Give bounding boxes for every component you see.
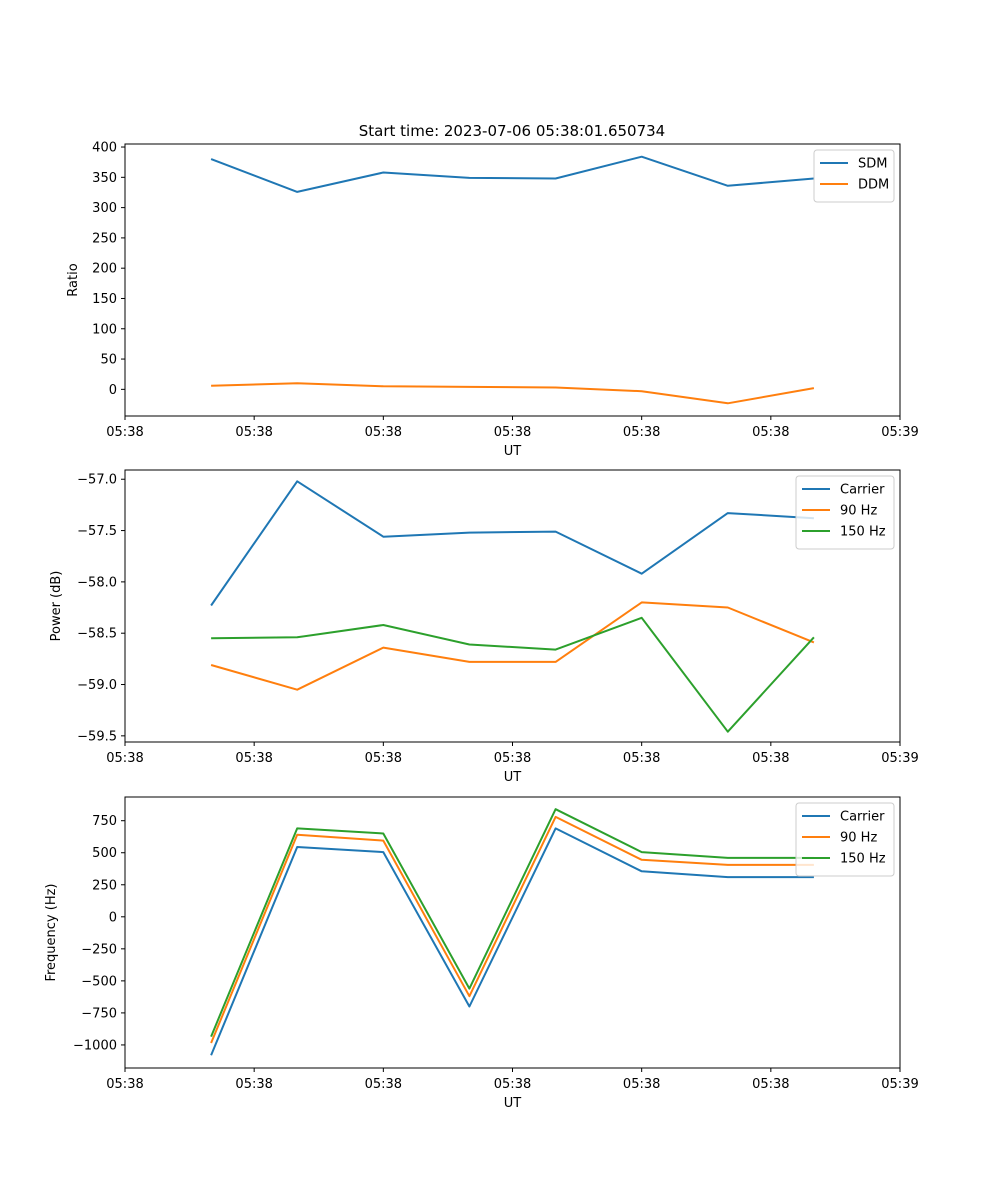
y-tick-label: 0 bbox=[109, 383, 117, 398]
y-tick-label: 100 bbox=[92, 322, 117, 337]
panel-3: 05:38 05:38 05:38 05:38 05:38 05:38 05:39 750 50… bbox=[44, 796, 919, 1111]
y-tick-label: −59.0 bbox=[77, 678, 117, 693]
y-tick-label: −58.0 bbox=[77, 575, 117, 590]
panels: 05:38 05:38 05:38 05:38 05:38 05:38 05:39 400 35… bbox=[44, 141, 919, 1111]
x-tick-label: 05:39 bbox=[881, 1077, 918, 1092]
y-tick-label: 300 bbox=[92, 201, 117, 216]
series-line-carrier bbox=[210, 827, 814, 1056]
x-axis-label: UT bbox=[504, 770, 522, 785]
y-tick-label: 350 bbox=[92, 171, 117, 186]
x-tick-label: 05:38 bbox=[623, 751, 660, 766]
y-tick-label: 50 bbox=[100, 353, 117, 368]
figure-title: Start time: 2023-07-06 05:38:01.650734 bbox=[359, 122, 665, 140]
y-tick-label: 250 bbox=[92, 878, 117, 893]
series-line-150-hz bbox=[210, 808, 814, 1037]
legend-label: SDM bbox=[858, 157, 887, 172]
x-tick-label: 05:39 bbox=[881, 425, 918, 440]
series-line-90-hz bbox=[210, 601, 815, 691]
legend: SDM DDM bbox=[813, 149, 895, 203]
x-tick-label: 05:38 bbox=[235, 751, 272, 766]
x-axis-label: UT bbox=[504, 444, 522, 459]
x-tick-label: 05:38 bbox=[365, 425, 402, 440]
legend: Carrier 90 Hz 150 Hz bbox=[795, 475, 895, 550]
y-tick-label: 400 bbox=[92, 141, 117, 156]
x-tick-label: 05:38 bbox=[752, 751, 789, 766]
y-axis-label: Ratio bbox=[66, 263, 81, 296]
x-tick-label: 05:38 bbox=[365, 751, 402, 766]
y-tick-label: 750 bbox=[92, 814, 117, 829]
y-tick-label: 200 bbox=[92, 262, 117, 277]
y-tick-label: 250 bbox=[92, 231, 117, 246]
legend-label: 150 Hz bbox=[840, 852, 886, 867]
x-axis-label: UT bbox=[504, 1096, 522, 1111]
legend-label: Carrier bbox=[840, 483, 885, 498]
x-tick-label: 05:38 bbox=[106, 751, 143, 766]
series-line-ddm bbox=[211, 382, 815, 405]
y-tick-label: −57.0 bbox=[77, 473, 117, 488]
x-tick-label: 05:38 bbox=[106, 1077, 143, 1092]
y-tick-label: −500 bbox=[81, 974, 117, 989]
series-line-sdm bbox=[210, 155, 814, 193]
panel-2: 05:38 05:38 05:38 05:38 05:38 05:38 05:39 −57.0… bbox=[49, 469, 919, 785]
y-tick-label: −1000 bbox=[73, 1038, 117, 1053]
y-tick-label: 0 bbox=[109, 910, 117, 925]
legend-label: 90 Hz bbox=[840, 831, 877, 846]
y-tick-label: −58.5 bbox=[77, 627, 117, 642]
series-line-carrier bbox=[210, 480, 814, 607]
legend: Carrier 90 Hz 150 Hz bbox=[795, 802, 895, 877]
x-tick-label: 05:38 bbox=[235, 425, 272, 440]
panel-1: 05:38 05:38 05:38 05:38 05:38 05:38 05:39 400 35… bbox=[66, 141, 919, 459]
y-axis-label: Frequency (Hz) bbox=[44, 883, 59, 981]
x-tick-label: 05:38 bbox=[752, 1077, 789, 1092]
x-tick-label: 05:38 bbox=[365, 1077, 402, 1092]
x-tick-label: 05:38 bbox=[106, 425, 143, 440]
y-tick-label: 150 bbox=[92, 292, 117, 307]
x-tick-label: 05:38 bbox=[494, 1077, 531, 1092]
x-tick-label: 05:38 bbox=[494, 425, 531, 440]
x-tick-label: 05:38 bbox=[623, 425, 660, 440]
y-tick-label: 500 bbox=[92, 846, 117, 861]
y-tick-label: −57.5 bbox=[77, 524, 117, 539]
y-tick-label: −250 bbox=[81, 942, 117, 957]
x-tick-label: 05:38 bbox=[623, 1077, 660, 1092]
x-tick-label: 05:38 bbox=[752, 425, 789, 440]
x-tick-label: 05:38 bbox=[235, 1077, 272, 1092]
y-tick-label: −59.5 bbox=[77, 729, 117, 744]
legend-label: 150 Hz bbox=[840, 525, 886, 540]
x-tick-label: 05:38 bbox=[494, 751, 531, 766]
series-line-90-hz bbox=[210, 815, 814, 1044]
y-tick-label: −750 bbox=[81, 1006, 117, 1021]
legend-label: Carrier bbox=[840, 810, 885, 825]
y-axis-label: Power (dB) bbox=[49, 571, 64, 642]
legend-label: 90 Hz bbox=[840, 504, 877, 519]
legend-label: DDM bbox=[858, 178, 889, 193]
series-line-150-hz bbox=[211, 616, 815, 733]
x-tick-label: 05:39 bbox=[881, 751, 918, 766]
